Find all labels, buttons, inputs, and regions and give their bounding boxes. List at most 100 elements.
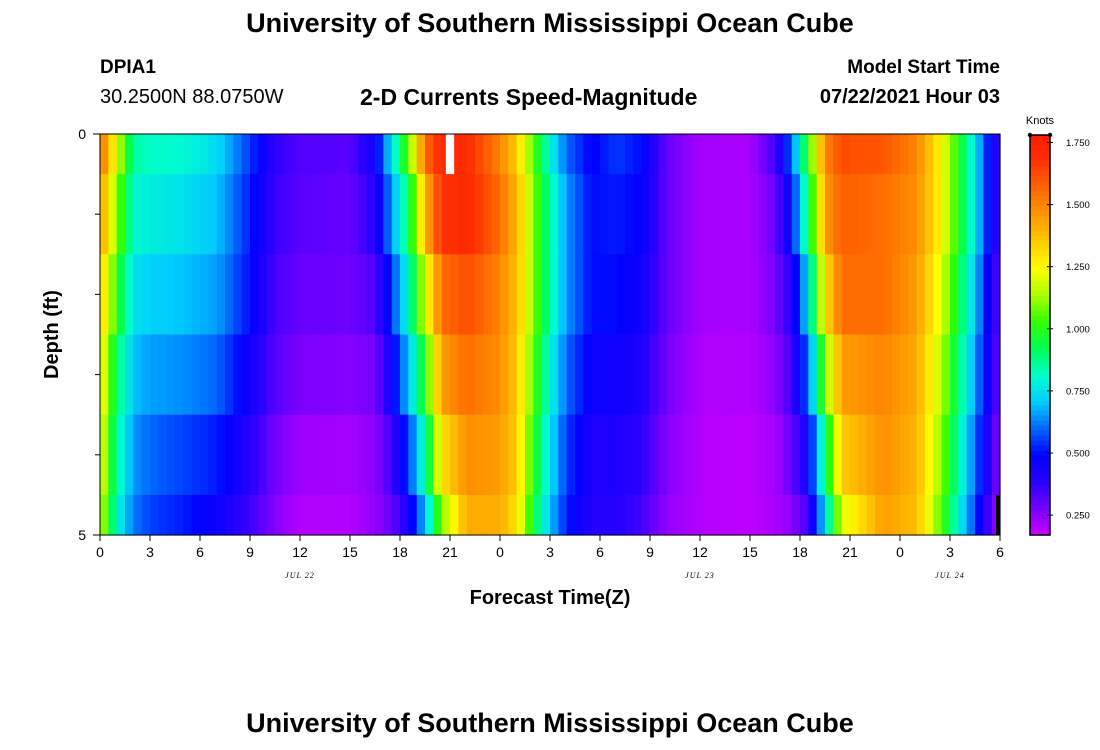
heatmap-cell (983, 254, 993, 336)
x-tick-label: 21 (442, 544, 458, 560)
heatmap-cell (333, 414, 343, 496)
heatmap-cell (966, 414, 976, 496)
heatmap-cell (458, 414, 468, 496)
heatmap-cell (883, 494, 893, 536)
heatmap-cell (466, 134, 476, 175)
heatmap-cell (458, 334, 468, 416)
heatmap-cell (100, 134, 109, 175)
heatmap-cell (950, 494, 959, 536)
heatmap-cell (350, 494, 359, 536)
heatmap-cell (541, 254, 551, 336)
heatmap-cell (233, 254, 243, 336)
heatmap-cell (691, 134, 701, 175)
heatmap-cell (891, 134, 901, 175)
heatmap-cell (383, 174, 393, 255)
heatmap-cell (558, 174, 568, 255)
colorbar-segment (1030, 500, 1050, 506)
heatmap-cell (700, 174, 709, 255)
colorbar-segment (1030, 415, 1050, 421)
heatmap-cell (508, 494, 518, 536)
heatmap-cell (483, 334, 493, 416)
heatmap-cell (358, 334, 368, 416)
heatmap-cell (783, 414, 793, 496)
y-axis-label: Depth (ft) (41, 290, 63, 379)
heatmap-cell (908, 494, 918, 536)
heatmap-cell (375, 334, 384, 416)
heatmap-cell (583, 254, 593, 336)
heatmap-cell (408, 174, 418, 255)
heatmap-cell (683, 254, 693, 336)
heatmap-cell (416, 174, 426, 255)
heatmap-cell (525, 334, 534, 416)
colorbar-corner-dot (1047, 132, 1053, 138)
colorbar-segment (1030, 230, 1050, 236)
heatmap-cell (916, 254, 926, 336)
heatmap-cell (133, 134, 143, 175)
heatmap-cell (375, 494, 384, 536)
heatmap-cell (791, 334, 801, 416)
heatmap-cell (775, 134, 784, 175)
colorbar-segment (1030, 515, 1050, 521)
heatmap-cell (658, 334, 668, 416)
heatmap-cell (575, 254, 584, 336)
heatmap-cell (666, 134, 676, 175)
colorbar-segment (1030, 370, 1050, 376)
heatmap-cell (583, 174, 593, 255)
heatmap-cell (225, 134, 234, 175)
heatmap-cell (508, 254, 518, 336)
heatmap-cell (825, 134, 834, 175)
heatmap-cell (358, 494, 368, 536)
heatmap-cell (275, 494, 284, 536)
x-tick-label: 6 (596, 544, 604, 560)
colorbar-segment (1030, 365, 1050, 371)
colorbar-segment (1030, 405, 1050, 411)
heatmap-cell (383, 414, 393, 496)
heatmap-cell (591, 414, 601, 496)
colorbar-segment (1030, 330, 1050, 336)
heatmap-cell (333, 334, 343, 416)
heatmap-cell (608, 134, 618, 175)
colorbar-segment (1030, 455, 1050, 461)
heatmap-cell (708, 334, 718, 416)
colorbar-segment (1030, 250, 1050, 256)
heatmap-cell (100, 494, 109, 536)
heatmap-cell (875, 414, 884, 496)
heatmap-cell (783, 494, 793, 536)
heatmap-cell (683, 134, 693, 175)
heatmap-cell (266, 134, 276, 175)
heatmap-cell (116, 494, 126, 536)
colorbar-tick-label: 1.000 (1066, 324, 1090, 335)
heatmap-cell (316, 414, 326, 496)
heatmap-cell (575, 334, 584, 416)
heatmap-cell (550, 254, 559, 336)
heatmap-cell (625, 414, 634, 496)
heatmap-cell (608, 254, 618, 336)
heatmap-cell (725, 414, 734, 496)
heatmap-cell (750, 174, 759, 255)
colorbar-segment (1030, 270, 1050, 276)
colorbar-segment (1030, 300, 1050, 306)
heatmap-cell (241, 414, 251, 496)
heatmap-cell (191, 134, 201, 175)
heatmap-cell (900, 254, 909, 336)
heatmap-cell (458, 174, 468, 255)
colorbar-segment (1030, 220, 1050, 226)
colorbar-segment (1030, 320, 1050, 326)
colorbar-segment (1030, 395, 1050, 401)
heatmap-cell (758, 174, 768, 255)
colorbar-segment (1030, 160, 1050, 166)
heatmap-cell (200, 494, 209, 536)
heatmap-cell (416, 254, 426, 336)
colorbar-tick-label: 1.500 (1066, 200, 1090, 211)
heatmap-cell (200, 134, 209, 175)
colorbar-segment (1030, 465, 1050, 471)
heatmap-cell (725, 254, 734, 336)
heatmap-cell (358, 414, 368, 496)
colorbar-segment (1030, 195, 1050, 201)
heatmap-cell (341, 334, 351, 416)
heatmap-cell (433, 334, 443, 416)
heatmap-cell (833, 134, 843, 175)
heatmap-cell (733, 334, 743, 416)
heatmap-cell (383, 254, 393, 336)
